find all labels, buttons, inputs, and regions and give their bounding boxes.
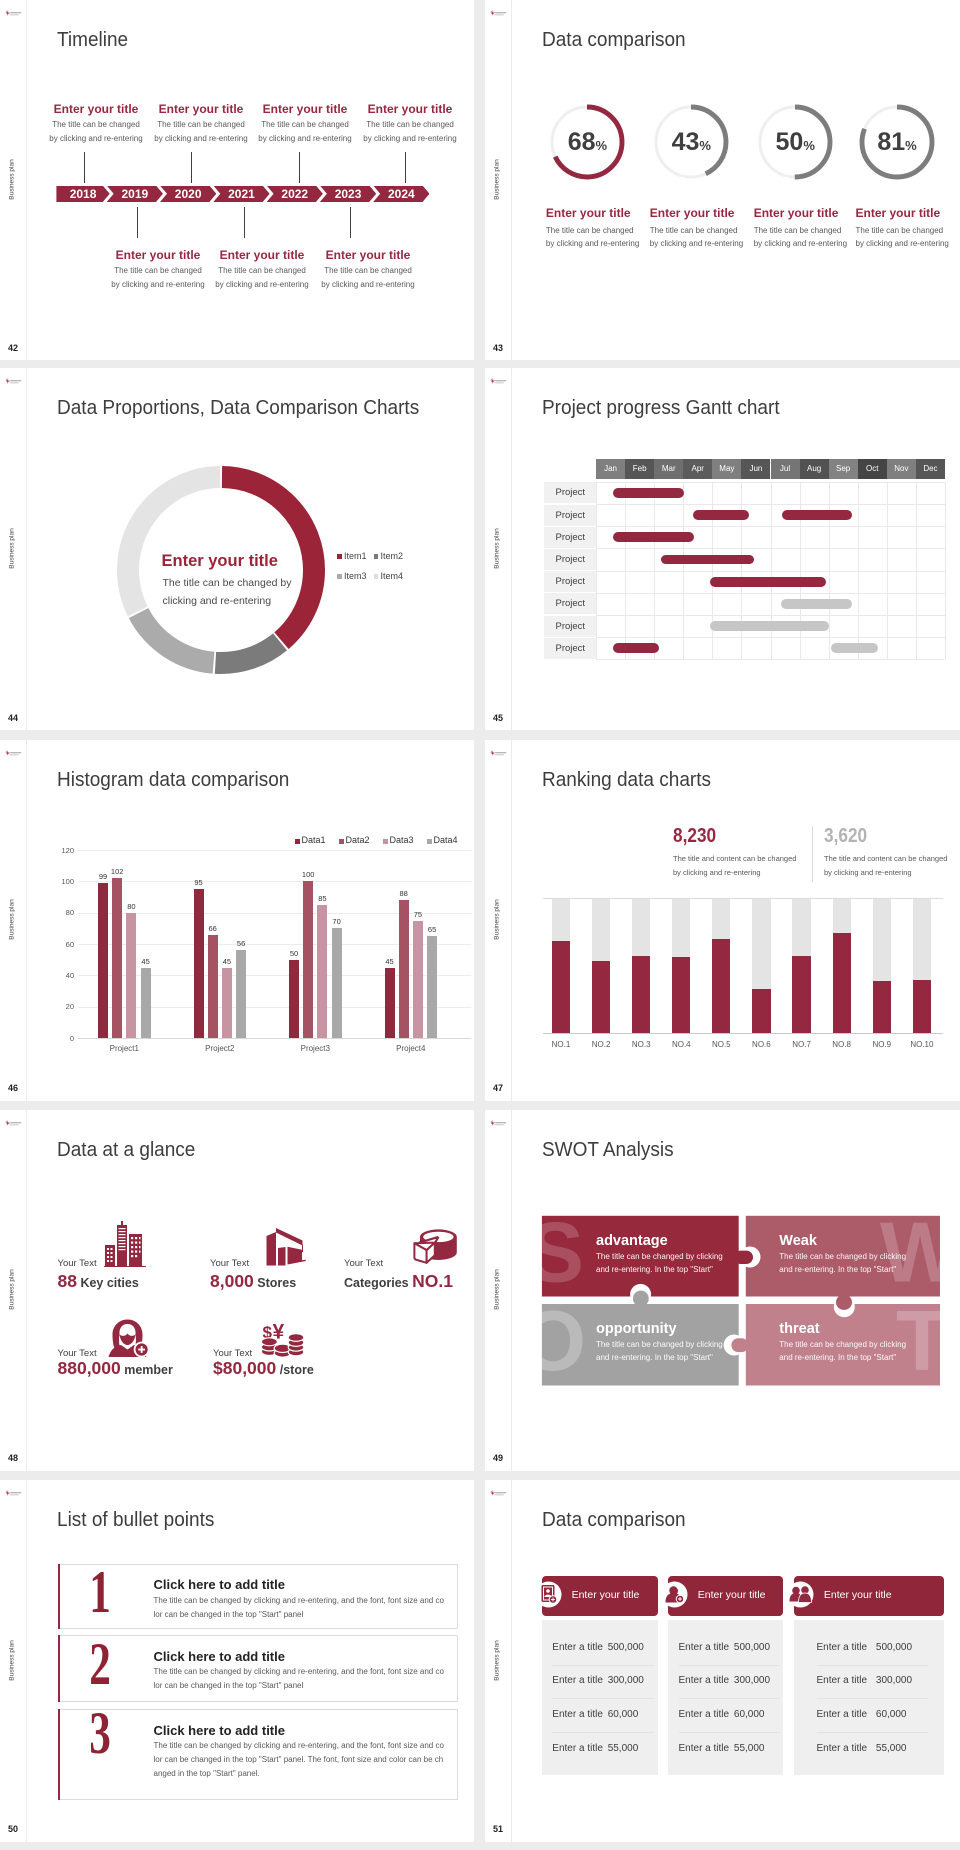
svg-text:W: W — [880, 1206, 960, 1301]
svg-text:$: $ — [263, 1323, 273, 1342]
svg-text:S: S — [527, 1206, 584, 1301]
svg-text:T: T — [896, 1294, 948, 1389]
svg-text:¥: ¥ — [273, 1321, 285, 1344]
svg-text:O: O — [520, 1294, 586, 1389]
